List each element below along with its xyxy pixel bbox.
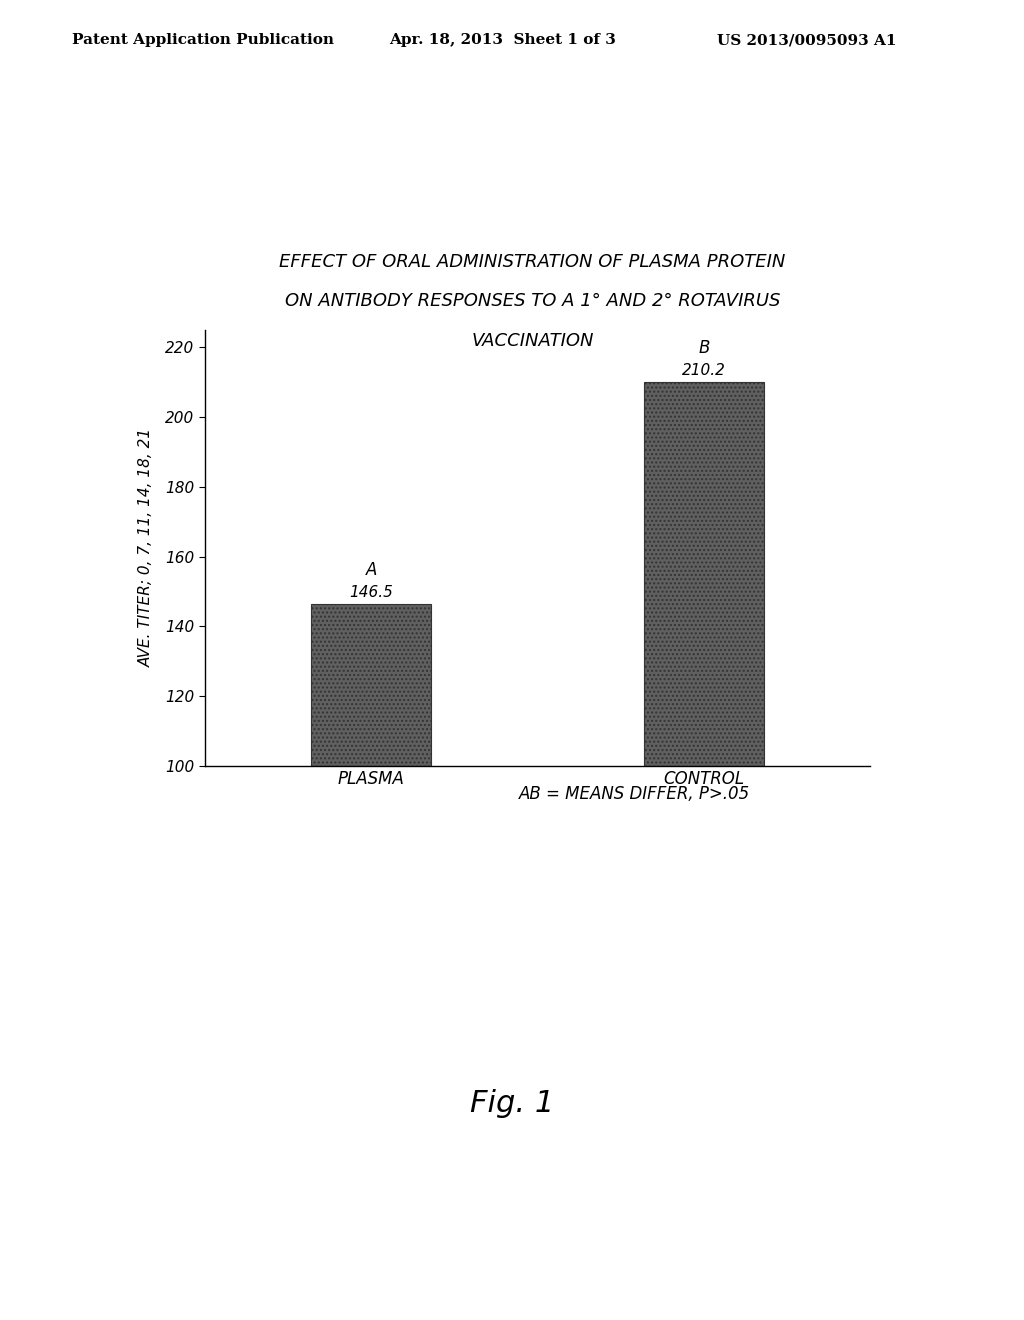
Bar <box>311 603 431 766</box>
Text: ON ANTIBODY RESPONSES TO A 1° AND 2° ROTAVIRUS: ON ANTIBODY RESPONSES TO A 1° AND 2° ROT… <box>285 292 780 310</box>
Bar <box>644 381 764 766</box>
Text: B: B <box>698 339 710 358</box>
Text: Patent Application Publication: Patent Application Publication <box>72 33 334 48</box>
Text: VACCINATION: VACCINATION <box>471 331 594 350</box>
Text: Fig. 1: Fig. 1 <box>470 1089 554 1118</box>
Text: AB = MEANS DIFFER, P>.05: AB = MEANS DIFFER, P>.05 <box>519 785 751 804</box>
Text: EFFECT OF ORAL ADMINISTRATION OF PLASMA PROTEIN: EFFECT OF ORAL ADMINISTRATION OF PLASMA … <box>280 252 785 271</box>
Text: Apr. 18, 2013  Sheet 1 of 3: Apr. 18, 2013 Sheet 1 of 3 <box>389 33 616 48</box>
Y-axis label: AVE. TITER; 0, 7, 11, 14, 18, 21: AVE. TITER; 0, 7, 11, 14, 18, 21 <box>139 428 154 668</box>
Text: 210.2: 210.2 <box>682 363 726 378</box>
Text: A: A <box>366 561 377 579</box>
Text: US 2013/0095093 A1: US 2013/0095093 A1 <box>717 33 896 48</box>
Text: 146.5: 146.5 <box>349 585 393 601</box>
